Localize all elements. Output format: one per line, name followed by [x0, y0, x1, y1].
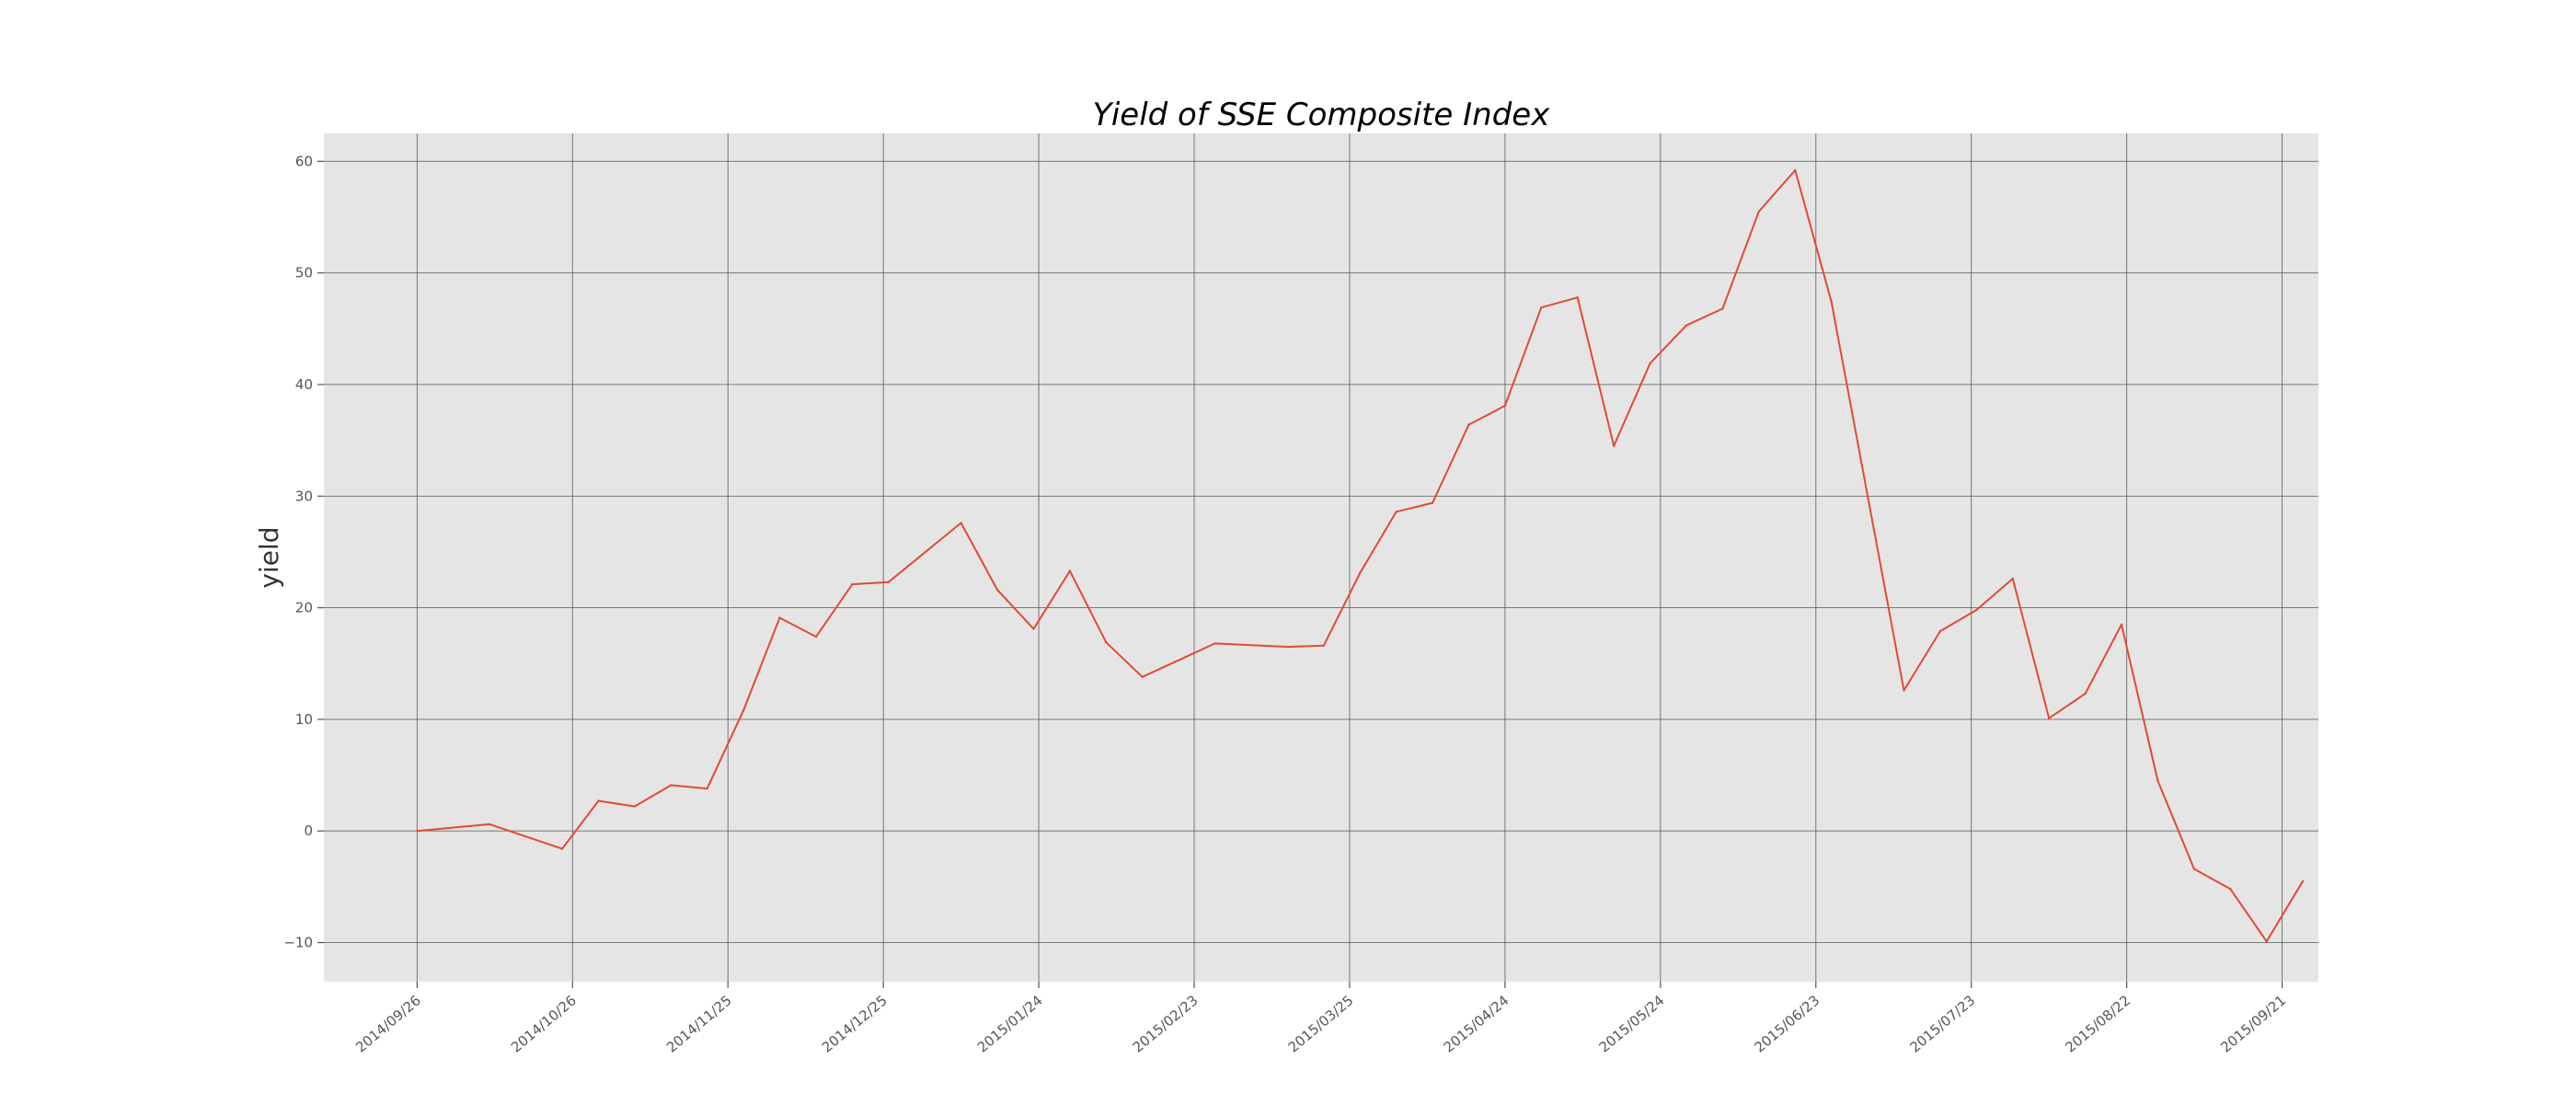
data-point	[2048, 717, 2051, 719]
data-point	[1322, 644, 1326, 647]
y-tick-label: 20	[295, 600, 313, 616]
data-point	[2229, 888, 2232, 891]
y-tick-label: 50	[295, 265, 313, 282]
series-layer	[416, 168, 2305, 943]
data-point	[489, 822, 491, 826]
x-tick-label: 2015/03/25	[1285, 992, 1357, 1055]
x-tick-label: 2014/11/25	[663, 992, 735, 1055]
data-point	[1503, 404, 1507, 408]
data-point	[1213, 642, 1216, 645]
data-point	[1576, 296, 1579, 299]
data-point	[416, 830, 419, 833]
data-point	[1685, 324, 1688, 327]
data-point	[2301, 880, 2305, 882]
data-point	[2011, 577, 2014, 581]
data-point	[1794, 168, 1797, 172]
data-point	[887, 581, 890, 583]
data-point	[1721, 307, 1724, 310]
data-point	[742, 709, 745, 712]
data-point	[1866, 495, 1869, 498]
y-tick-label: 40	[295, 376, 313, 393]
data-point	[2120, 623, 2123, 626]
data-point	[560, 847, 564, 850]
data-point	[814, 635, 818, 638]
x-tick-label: 2015/06/23	[1752, 992, 1823, 1055]
data-point	[1359, 571, 1362, 575]
plot-background	[324, 133, 2318, 982]
data-point	[1467, 423, 1470, 426]
x-tick-label: 2015/02/23	[1130, 992, 1202, 1055]
x-axis: 2014/09/26 2014/10/26 2014/11/25 2014/12/25…	[352, 982, 2289, 1056]
data-point	[633, 805, 637, 808]
y-tick-label: 10	[295, 711, 313, 728]
data-point	[1903, 689, 1905, 692]
data-point	[1395, 511, 1397, 513]
data-point	[1938, 629, 1942, 633]
x-tick-label: 2015/05/24	[1596, 992, 1668, 1055]
data-point	[1431, 501, 1434, 504]
data-point	[1286, 645, 1289, 649]
data-point	[2084, 692, 2087, 696]
x-gridlines	[416, 133, 2283, 982]
y-tick-label: −10	[283, 935, 313, 951]
data-point	[2156, 779, 2159, 782]
data-point	[1540, 306, 1543, 309]
x-tick-label: 2015/09/21	[2217, 992, 2289, 1055]
y-tick-label: 30	[295, 488, 313, 504]
x-tick-label: 2014/09/26	[352, 992, 424, 1055]
data-point	[706, 787, 708, 790]
data-point	[670, 784, 673, 787]
data-point	[1613, 444, 1616, 447]
chart-title: Yield of SSE Composite Index	[1093, 97, 1551, 133]
y-gridlines	[324, 160, 2318, 943]
y-tick-label: 60	[295, 153, 313, 169]
data-point	[960, 522, 962, 524]
data-point	[1141, 675, 1144, 678]
data-point	[1757, 210, 1761, 213]
x-tick-label: 2015/08/22	[2062, 992, 2133, 1055]
data-point	[1975, 608, 1978, 612]
data-point	[1649, 362, 1651, 365]
data-point	[995, 589, 999, 592]
data-point	[1105, 641, 1108, 644]
y-axis-label: yield	[254, 526, 284, 588]
data-point	[1032, 627, 1035, 630]
data-point	[778, 616, 781, 619]
data-point	[1068, 569, 1072, 572]
data-point	[597, 799, 600, 802]
data-point	[1830, 301, 1833, 304]
x-tick-label: 2014/10/26	[508, 992, 580, 1055]
data-point	[2265, 940, 2268, 943]
data-point	[851, 582, 854, 586]
x-tick-label: 2015/07/23	[1906, 992, 1978, 1055]
data-point	[2192, 868, 2196, 870]
yield-line	[417, 169, 2304, 943]
x-tick-label: 2015/01/24	[974, 992, 1046, 1055]
x-tick-label: 2015/04/24	[1441, 992, 1512, 1055]
x-tick-label: 2014/12/25	[819, 992, 891, 1055]
y-tick-label: 0	[304, 822, 313, 839]
y-axis: −10 0 10 20 30 40 50 60	[283, 153, 324, 951]
